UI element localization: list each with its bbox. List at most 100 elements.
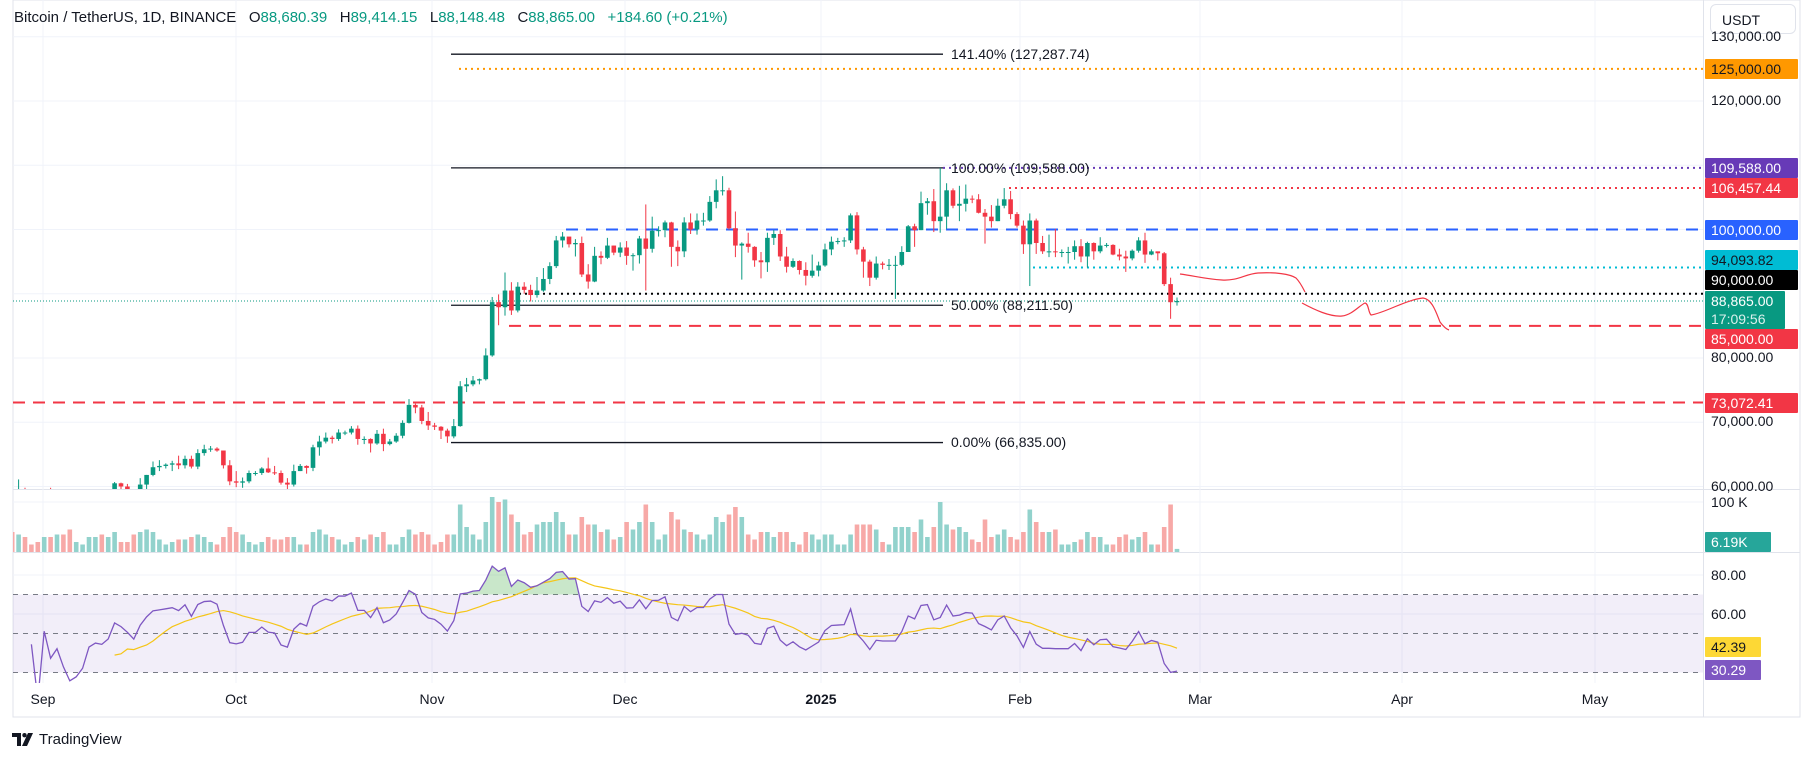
candle-body xyxy=(681,222,687,252)
volume-bar xyxy=(867,524,873,552)
candle xyxy=(605,237,610,260)
time-label-mar: Mar xyxy=(1187,691,1213,707)
candle xyxy=(1142,232,1148,263)
open-label: O xyxy=(248,9,261,26)
volume-bar xyxy=(880,542,885,552)
fib-label-141: 141.40% (127,287.74) xyxy=(951,46,1090,62)
volume-bar xyxy=(515,522,521,552)
candle-body xyxy=(829,241,834,250)
volume-bar xyxy=(957,527,962,552)
candle-body xyxy=(304,465,309,468)
candle-body xyxy=(918,203,924,231)
candle xyxy=(240,477,245,488)
candle-body xyxy=(771,233,777,238)
low-label: L xyxy=(429,9,439,26)
candle xyxy=(310,444,316,472)
candle-body xyxy=(477,379,482,381)
volume-bar xyxy=(726,514,732,552)
time-label-feb: Feb xyxy=(1007,691,1033,707)
candle xyxy=(1149,249,1154,256)
volume-bar xyxy=(1174,548,1180,552)
candle-body xyxy=(432,425,437,427)
candle-body xyxy=(387,441,393,445)
volume-bar xyxy=(989,537,994,552)
candle xyxy=(413,403,418,414)
candle xyxy=(585,264,591,289)
candle-body xyxy=(541,278,546,291)
candle xyxy=(669,221,674,267)
volume-bar xyxy=(521,534,527,552)
volume-bar xyxy=(669,512,674,552)
candle-body xyxy=(957,203,962,206)
candle-body xyxy=(886,264,892,266)
candle-body xyxy=(969,198,975,200)
candle xyxy=(784,246,789,273)
candle xyxy=(144,474,149,489)
drawing-lines[interactable] xyxy=(13,53,1703,444)
volume-bar xyxy=(483,522,489,552)
candle xyxy=(649,216,655,253)
candle xyxy=(713,179,719,209)
volume-bar xyxy=(477,539,482,552)
candle xyxy=(841,237,847,247)
candle-body xyxy=(573,242,578,245)
price-tag-p94093: 94,093.82 xyxy=(1705,250,1798,270)
volume-bar xyxy=(86,537,92,552)
symbol-title[interactable]: Bitcoin / TetherUS, 1D, BINANCE xyxy=(14,9,237,26)
candle xyxy=(1027,213,1033,287)
candle xyxy=(1072,240,1077,260)
candle-body xyxy=(1142,240,1148,255)
candle xyxy=(233,471,239,488)
time-label-sep: Sep xyxy=(30,691,56,707)
volume-bar xyxy=(1065,544,1071,552)
candle xyxy=(1033,218,1039,254)
candle xyxy=(502,272,508,316)
candle-body xyxy=(413,404,418,408)
candle-body xyxy=(758,260,764,263)
volume-bar xyxy=(317,529,322,552)
candle xyxy=(1001,188,1007,209)
candle xyxy=(733,211,738,258)
projection-path-1[interactable] xyxy=(1179,272,1306,293)
candle-body xyxy=(509,290,514,311)
candle xyxy=(803,262,809,286)
volume-bar xyxy=(355,537,361,552)
candle xyxy=(598,251,604,265)
candle-body xyxy=(797,260,802,270)
candle xyxy=(643,204,649,291)
projection-path-2[interactable] xyxy=(1301,297,1450,331)
candle-body xyxy=(10,490,15,493)
candle-body xyxy=(310,447,316,468)
candle-body xyxy=(592,255,597,282)
candle-body xyxy=(707,201,713,221)
candle-body xyxy=(29,492,34,493)
candle xyxy=(349,426,354,435)
candle-body xyxy=(656,230,661,232)
candle-body xyxy=(521,286,527,290)
candle xyxy=(297,464,303,472)
candle xyxy=(752,246,757,267)
tradingview-logo[interactable]: TradingView xyxy=(12,731,122,748)
candle xyxy=(1059,249,1065,258)
candle-body xyxy=(1174,301,1180,303)
candle-body xyxy=(483,355,489,380)
candle xyxy=(720,176,725,196)
candle-body xyxy=(451,426,457,437)
rsi-indicator xyxy=(30,565,1178,683)
volume-bar xyxy=(432,544,437,552)
volume-bar xyxy=(265,537,271,552)
currency-button[interactable]: USDT xyxy=(1710,4,1796,34)
candle xyxy=(592,246,597,283)
candle xyxy=(771,230,777,245)
volume-bar xyxy=(1123,534,1129,552)
candle-body xyxy=(112,483,117,489)
candle-body xyxy=(1136,240,1141,251)
volume-bar xyxy=(16,534,21,552)
candle-body xyxy=(694,220,700,230)
volume-bar xyxy=(765,532,770,552)
candle-body xyxy=(278,473,284,483)
candle-body xyxy=(208,448,213,450)
price-tag-text: 125,000.00 xyxy=(1711,60,1782,77)
volume-bar xyxy=(285,537,290,552)
